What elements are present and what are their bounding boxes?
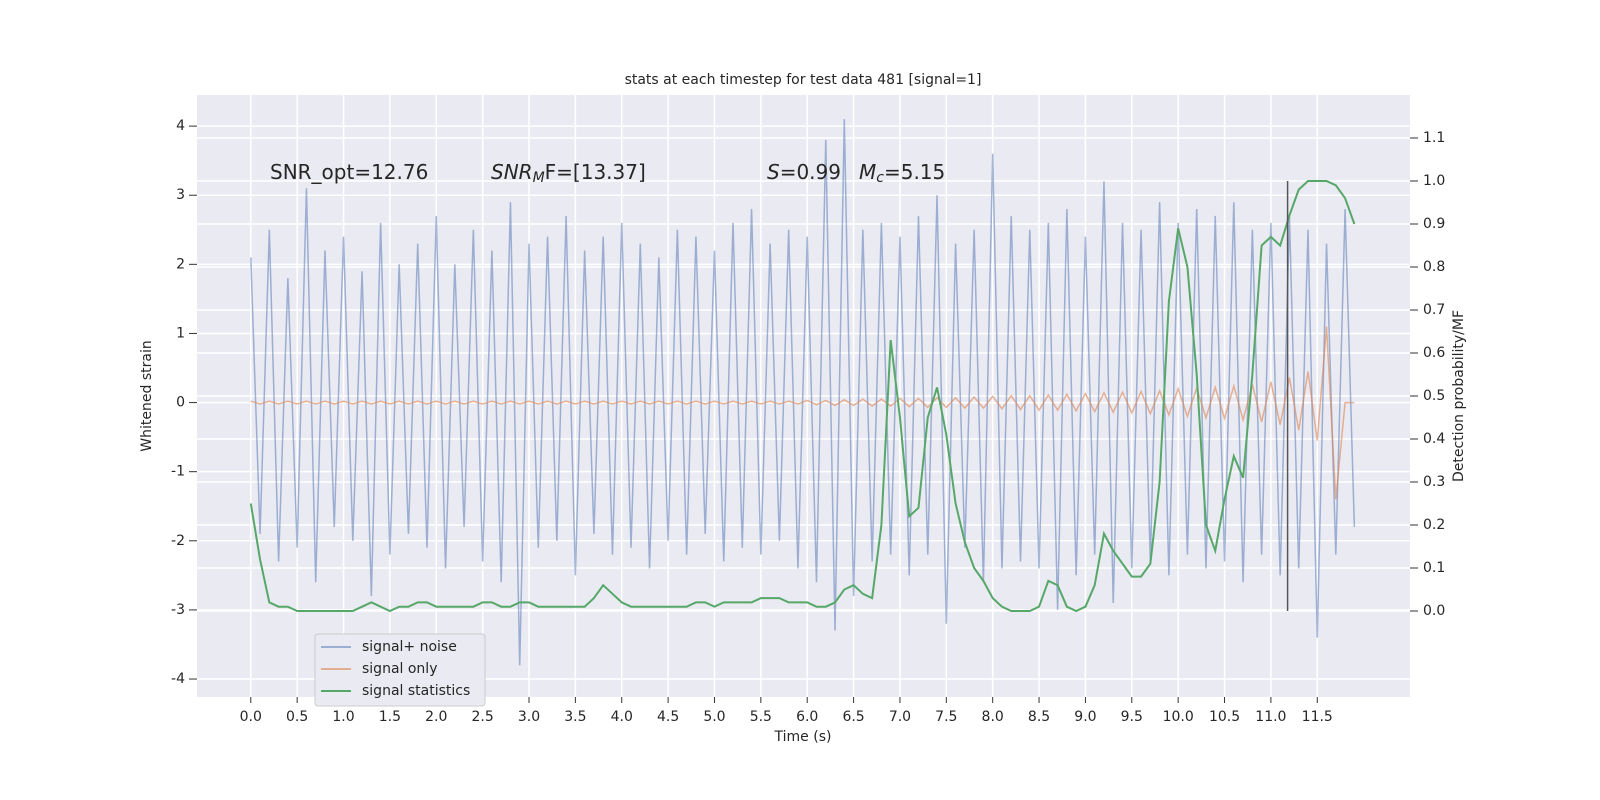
x-tick-label: 6.0: [796, 709, 818, 725]
annotation-part: S: [767, 160, 780, 184]
x-tick-label: 10.0: [1163, 709, 1194, 725]
x-tick-label: 9.0: [1074, 709, 1096, 725]
x-tick-label: 11.5: [1302, 709, 1333, 725]
y-tick-label: 4: [176, 118, 185, 134]
y2-tick-label: 1.0: [1423, 173, 1445, 189]
y-tick-label: -3: [171, 602, 185, 618]
chart-title: stats at each timestep for test data 481…: [625, 72, 982, 88]
x-tick-label: 2.5: [471, 709, 493, 725]
x-tick-label: 11.0: [1255, 709, 1286, 725]
legend-label: signal only: [362, 661, 437, 677]
x-tick-label: 7.5: [935, 709, 957, 725]
legend-label: signal+ noise: [362, 639, 457, 655]
x-tick-label: 5.0: [703, 709, 725, 725]
y2-tick-label: 0.4: [1423, 431, 1445, 447]
x-tick-label: 4.5: [657, 709, 679, 725]
y2-tick-label: 0.3: [1423, 474, 1445, 490]
x-tick-label: 8.5: [1028, 709, 1050, 725]
y-tick-label: -4: [171, 671, 185, 687]
x-tick-label: 3.5: [564, 709, 586, 725]
y2-tick-label: 0.5: [1423, 388, 1445, 404]
x-tick-label: 0.0: [240, 709, 262, 725]
y2-tick-label: 1.1: [1423, 130, 1445, 146]
y2-tick-label: 0.7: [1423, 302, 1445, 318]
annotation-part: M: [533, 170, 545, 186]
x-tick-label: 5.5: [750, 709, 772, 725]
x-tick-label: 6.5: [842, 709, 864, 725]
y2-tick-label: 0.1: [1423, 560, 1445, 576]
x-tick-label: 1.0: [332, 709, 354, 725]
y-tick-label: 1: [176, 325, 185, 341]
annotation-part: =5.15: [884, 160, 945, 184]
y2-tick-label: 0.9: [1423, 216, 1445, 232]
annotation-part: F=[13.37]: [545, 160, 646, 184]
annotation-part: SNR_opt=12.76: [270, 160, 428, 184]
annotation: S=0.99: [767, 160, 841, 184]
x-axis-label: Time (s): [774, 729, 832, 745]
y-tick-label: 3: [176, 187, 185, 203]
annotation: SNR_opt=12.76: [270, 160, 428, 184]
y2-axis-label: Detection probability/MF: [1451, 310, 1467, 482]
y2-tick-label: 0.8: [1423, 259, 1445, 275]
x-tick-label: 0.5: [286, 709, 308, 725]
y-axis-label: Whitened strain: [139, 340, 155, 451]
annotation-part: =0.99: [780, 160, 841, 184]
y-tick-label: 0: [176, 395, 185, 411]
series-line: [250, 326, 1355, 500]
y2-tick-label: 0.2: [1423, 517, 1445, 533]
annotation: SNRMF=[13.37]: [491, 160, 646, 187]
x-tick-label: 1.5: [379, 709, 401, 725]
x-tick-label: 7.0: [889, 709, 911, 725]
legend-label: signal statistics: [362, 683, 470, 699]
x-tick-label: 8.0: [982, 709, 1004, 725]
annotation: Mc=5.15: [859, 160, 945, 187]
y-tick-label: -1: [171, 464, 185, 480]
y-tick-label: -2: [171, 533, 185, 549]
x-tick-label: 2.0: [425, 709, 447, 725]
annotation-part: M: [859, 160, 876, 184]
y2-tick-label: 0.6: [1423, 345, 1445, 361]
annotation-part: SNR: [491, 160, 533, 184]
annotation-part: c: [876, 170, 884, 186]
y-tick-label: 2: [176, 256, 185, 272]
x-tick-label: 4.0: [611, 709, 633, 725]
series-line: [249, 180, 1356, 613]
x-tick-label: 9.5: [1121, 709, 1143, 725]
x-tick-label: 3.0: [518, 709, 540, 725]
y2-tick-label: 0.0: [1423, 603, 1445, 619]
x-tick-label: 10.5: [1209, 709, 1240, 725]
legend-box: [314, 633, 486, 707]
